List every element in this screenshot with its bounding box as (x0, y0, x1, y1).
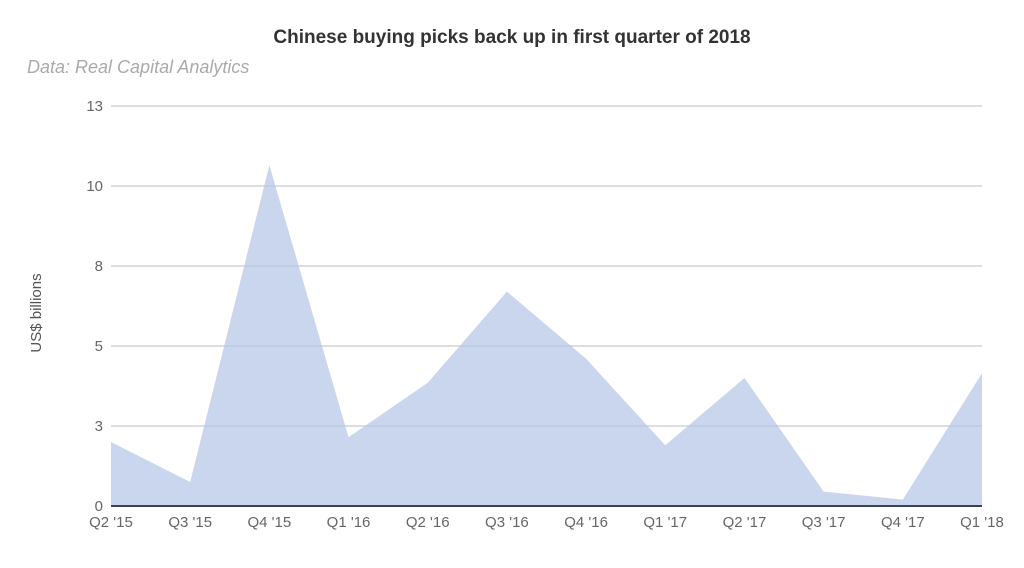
y-tick-label: 10 (86, 178, 103, 195)
x-tick-label: Q3 '17 (802, 514, 846, 531)
y-tick-label: 13 (86, 98, 103, 115)
x-tick-label: Q4 '15 (247, 514, 291, 531)
y-tick-label: 8 (95, 258, 103, 275)
y-tick-label: 3 (95, 418, 103, 435)
chart-subtitle: Data: Real Capital Analytics (27, 57, 250, 77)
x-tick-label: Q2 '17 (723, 514, 767, 531)
x-tick-label: Q2 '15 (89, 514, 133, 531)
area-series (111, 165, 982, 506)
x-tick-label: Q3 '15 (168, 514, 212, 531)
x-tick-label: Q1 '17 (643, 514, 687, 531)
x-tick-label: Q2 '16 (406, 514, 450, 531)
y-tick-label: 0 (95, 498, 103, 515)
y-tick-label: 5 (95, 338, 103, 355)
x-tick-label: Q3 '16 (485, 514, 529, 531)
x-tick-label: Q1 '16 (327, 514, 371, 531)
x-tick-label: Q1 '18 (960, 514, 1004, 531)
x-tick-label: Q4 '16 (564, 514, 608, 531)
chart-title: Chinese buying picks back up in first qu… (273, 27, 751, 48)
x-tick-label: Q4 '17 (881, 514, 925, 531)
y-axis-label: US$ billions (28, 273, 45, 352)
